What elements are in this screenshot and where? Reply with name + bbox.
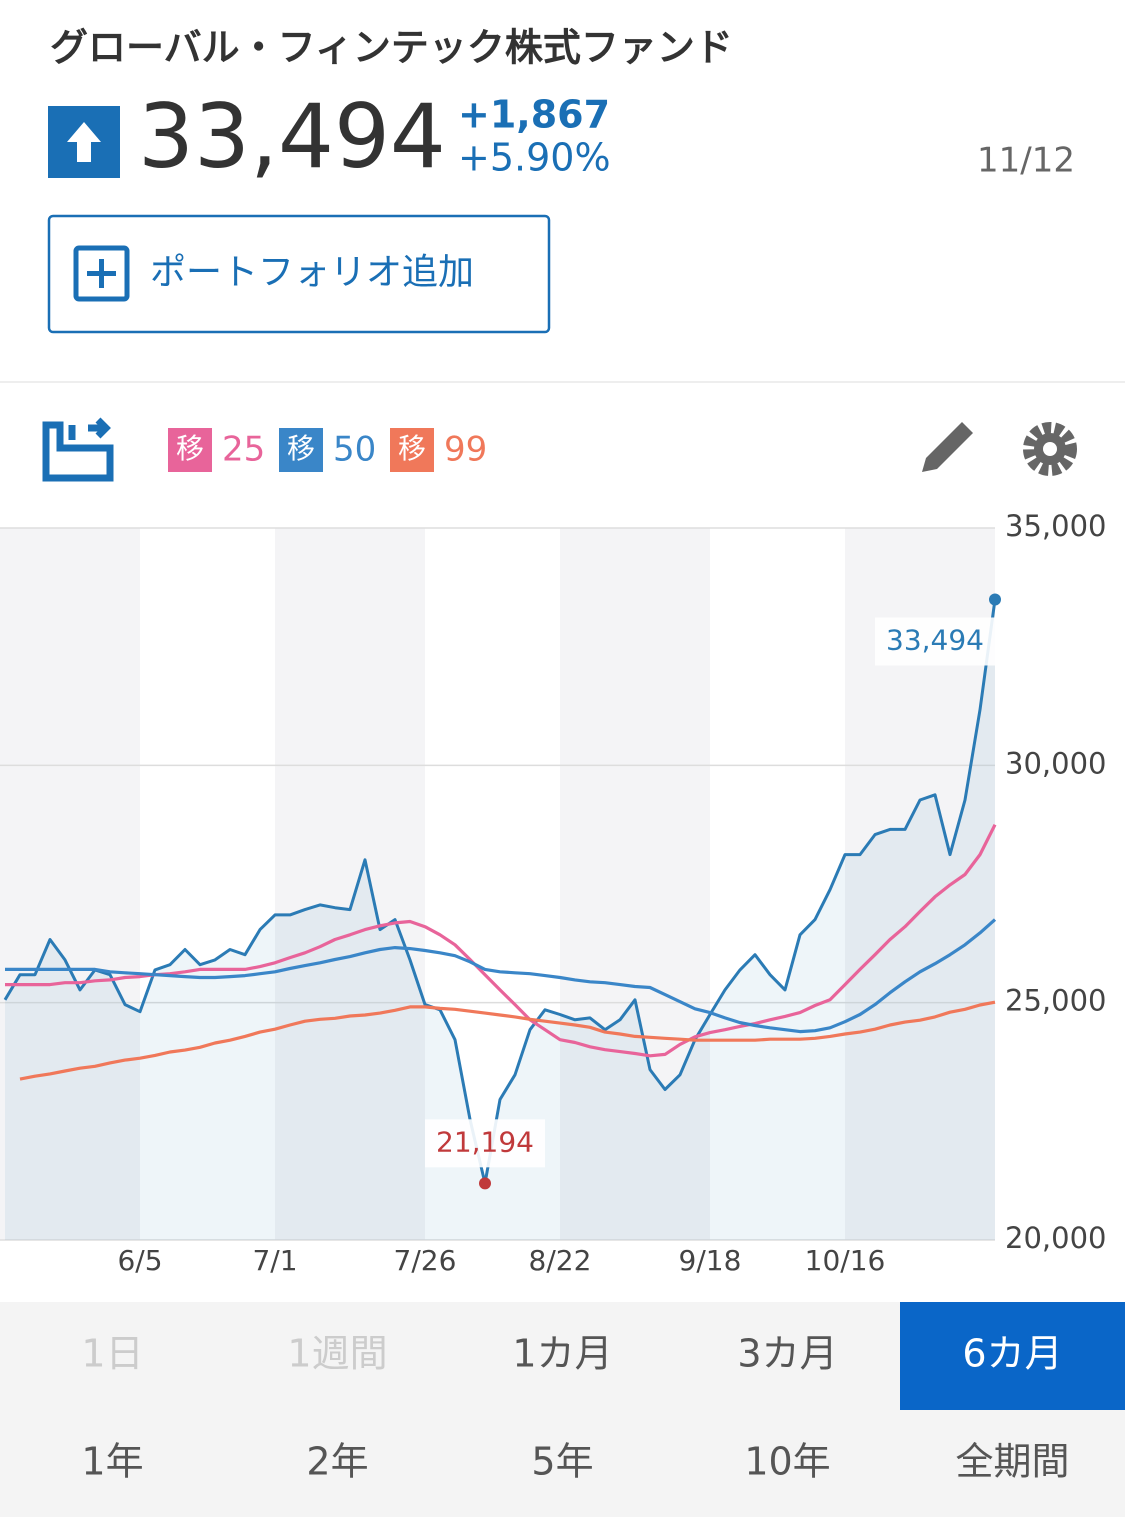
legend-badge-text: 移: [398, 432, 426, 465]
legend-label: 99: [444, 430, 487, 470]
high-point: [989, 593, 1001, 606]
chart-band: [560, 528, 710, 1240]
low-label-box: [425, 1119, 545, 1168]
y-tick-label: 35,000: [1005, 509, 1106, 543]
legend-badge-text: 移: [176, 432, 204, 465]
period-label: 3カ月: [737, 1332, 837, 1376]
period-label: 10年: [744, 1440, 830, 1484]
period-tab[interactable]: 3カ月: [737, 1332, 837, 1376]
period-label: 1年: [81, 1440, 143, 1484]
low-label: 21,194: [436, 1125, 534, 1158]
series-line: [3, 599, 997, 1185]
period-tab[interactable]: 6カ月: [900, 1302, 1125, 1410]
chart-band: [710, 528, 845, 1240]
button-label: ポートフォリオ追加: [150, 252, 474, 293]
series-line: [5, 823, 997, 1058]
period-label: 1日: [81, 1332, 143, 1376]
series-line: [5, 918, 997, 1034]
legend-badge: [279, 428, 323, 472]
x-tick-label: 7/26: [394, 1244, 457, 1277]
price: 33,494: [138, 85, 446, 188]
period-tab[interactable]: 5年: [531, 1440, 593, 1484]
x-tick-label: 6/5: [117, 1244, 162, 1277]
legend-badge: [168, 428, 212, 472]
change-pct: +5.90%: [458, 136, 611, 180]
period-label: 1週間: [287, 1332, 387, 1376]
settings-icon[interactable]: [1023, 422, 1077, 476]
legend-badge: [390, 428, 434, 472]
y-tick-label: 30,000: [1005, 746, 1106, 780]
period-tab: 1日: [81, 1332, 143, 1376]
y-tick-label: 20,000: [1005, 1221, 1106, 1255]
fund-title: グローバル・フィンテック株式ファンド: [50, 26, 733, 70]
date: 11/12: [977, 141, 1075, 181]
chart-band: [140, 528, 275, 1240]
legend-label: 25: [222, 430, 265, 470]
up-arrow-icon: [48, 106, 120, 178]
separator: [0, 381, 1125, 383]
x-tick-label: 9/18: [679, 1244, 742, 1277]
period-label: 5年: [531, 1440, 593, 1484]
period-label: 1カ月: [512, 1332, 612, 1376]
edit-icon[interactable]: [922, 422, 973, 472]
period-tab[interactable]: 1年: [81, 1440, 143, 1484]
period-tab[interactable]: 1カ月: [512, 1332, 612, 1376]
selected-tab-bg: [900, 1302, 1125, 1410]
add-portfolio-button[interactable]: ポートフォリオ追加: [47, 214, 551, 334]
chart-band: [275, 528, 425, 1240]
x-tick-label: 10/16: [805, 1244, 886, 1277]
period-tab: 1週間: [287, 1332, 387, 1376]
change: +1,867: [458, 93, 610, 137]
period-tab[interactable]: 2年: [306, 1440, 368, 1484]
x-tick-label: 7/1: [252, 1244, 297, 1277]
series-line: [19, 1000, 996, 1081]
period-tab[interactable]: 10年: [744, 1440, 830, 1484]
period-label: 6カ月: [962, 1332, 1062, 1376]
high-label-box: [875, 617, 995, 666]
period-tab[interactable]: 全期間: [955, 1440, 1069, 1484]
legend-badge-text: 移: [287, 432, 315, 465]
period-label: 全期間: [955, 1440, 1069, 1484]
x-tick-label: 8/22: [529, 1244, 592, 1277]
period-label: 2年: [306, 1440, 368, 1484]
chart-band: [0, 528, 140, 1240]
legend-label: 50: [333, 430, 376, 470]
y-tick-label: 25,000: [1005, 984, 1106, 1018]
low-point: [479, 1177, 491, 1190]
chart-type-icon[interactable]: [42, 417, 114, 482]
high-label: 33,494: [886, 623, 984, 656]
price-area: [5, 599, 995, 1240]
